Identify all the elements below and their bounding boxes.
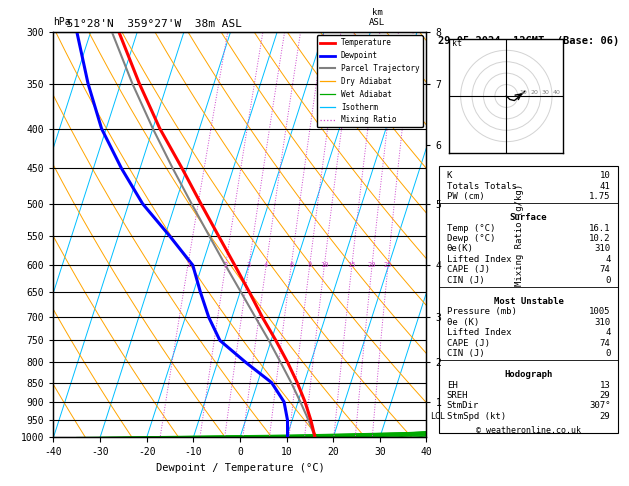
Text: 2: 2	[223, 262, 228, 268]
Bar	[440, 166, 618, 434]
Text: 15: 15	[348, 262, 356, 268]
Text: 307°: 307°	[589, 401, 611, 411]
Text: 16.1: 16.1	[589, 224, 611, 232]
Text: 30: 30	[542, 90, 550, 95]
Text: 4: 4	[264, 262, 269, 268]
Text: kt: kt	[452, 39, 462, 48]
Text: CIN (J): CIN (J)	[447, 276, 484, 285]
Text: 29: 29	[599, 391, 611, 400]
Text: CAPE (J): CAPE (J)	[447, 339, 490, 347]
Text: θe(K): θe(K)	[447, 244, 474, 253]
Text: StmSpd (kt): StmSpd (kt)	[447, 412, 506, 421]
Text: EH: EH	[447, 381, 457, 390]
Text: 8: 8	[308, 262, 312, 268]
Text: 310: 310	[594, 244, 611, 253]
Text: 13: 13	[599, 381, 611, 390]
Text: 41: 41	[599, 182, 611, 191]
Text: km
ASL: km ASL	[369, 8, 386, 27]
Text: 74: 74	[599, 339, 611, 347]
Text: K: K	[447, 171, 452, 180]
Text: 20: 20	[368, 262, 376, 268]
Text: Lifted Index: Lifted Index	[447, 255, 511, 264]
Legend: Temperature, Dewpoint, Parcel Trajectory, Dry Adiabat, Wet Adiabat, Isotherm, Mi: Temperature, Dewpoint, Parcel Trajectory…	[316, 35, 423, 127]
Text: 1: 1	[186, 262, 190, 268]
Text: 1.75: 1.75	[589, 192, 611, 201]
Text: Hodograph: Hodograph	[504, 370, 553, 379]
Text: 10: 10	[599, 171, 611, 180]
Text: 51°28'N  359°27'W  38m ASL: 51°28'N 359°27'W 38m ASL	[53, 19, 242, 30]
Text: 3: 3	[247, 262, 251, 268]
Text: SREH: SREH	[447, 391, 468, 400]
Text: 1005: 1005	[589, 307, 611, 316]
Text: Dewp (°C): Dewp (°C)	[447, 234, 495, 243]
Text: © weatheronline.co.uk: © weatheronline.co.uk	[476, 426, 581, 435]
Text: LCL: LCL	[430, 412, 445, 421]
X-axis label: Dewpoint / Temperature (°C): Dewpoint / Temperature (°C)	[155, 463, 325, 473]
Text: Pressure (mb): Pressure (mb)	[447, 307, 516, 316]
Text: 0: 0	[605, 276, 611, 285]
Text: 10.2: 10.2	[589, 234, 611, 243]
Text: 4: 4	[605, 328, 611, 337]
Text: Mixing Ratio (g/kg): Mixing Ratio (g/kg)	[515, 183, 524, 286]
Text: StmDir: StmDir	[447, 401, 479, 411]
Text: 29: 29	[599, 412, 611, 421]
Text: 74: 74	[599, 265, 611, 275]
Text: 25: 25	[384, 262, 392, 268]
Text: 10: 10	[519, 90, 526, 95]
Text: 4: 4	[605, 255, 611, 264]
Text: Temp (°C): Temp (°C)	[447, 224, 495, 232]
Text: 29.05.2024  12GMT  (Base: 06): 29.05.2024 12GMT (Base: 06)	[438, 35, 619, 46]
Text: CAPE (J): CAPE (J)	[447, 265, 490, 275]
Text: 0: 0	[605, 349, 611, 358]
Text: 310: 310	[594, 318, 611, 327]
Text: PW (cm): PW (cm)	[447, 192, 484, 201]
Text: CIN (J): CIN (J)	[447, 349, 484, 358]
Text: Most Unstable: Most Unstable	[494, 297, 564, 306]
Text: Totals Totals: Totals Totals	[447, 182, 516, 191]
Text: Lifted Index: Lifted Index	[447, 328, 511, 337]
Text: 20: 20	[530, 90, 538, 95]
Text: Surface: Surface	[509, 213, 547, 222]
Text: 6: 6	[289, 262, 293, 268]
Text: θe (K): θe (K)	[447, 318, 479, 327]
Text: hPa: hPa	[53, 17, 71, 27]
Text: 40: 40	[553, 90, 561, 95]
Text: 10: 10	[320, 262, 328, 268]
